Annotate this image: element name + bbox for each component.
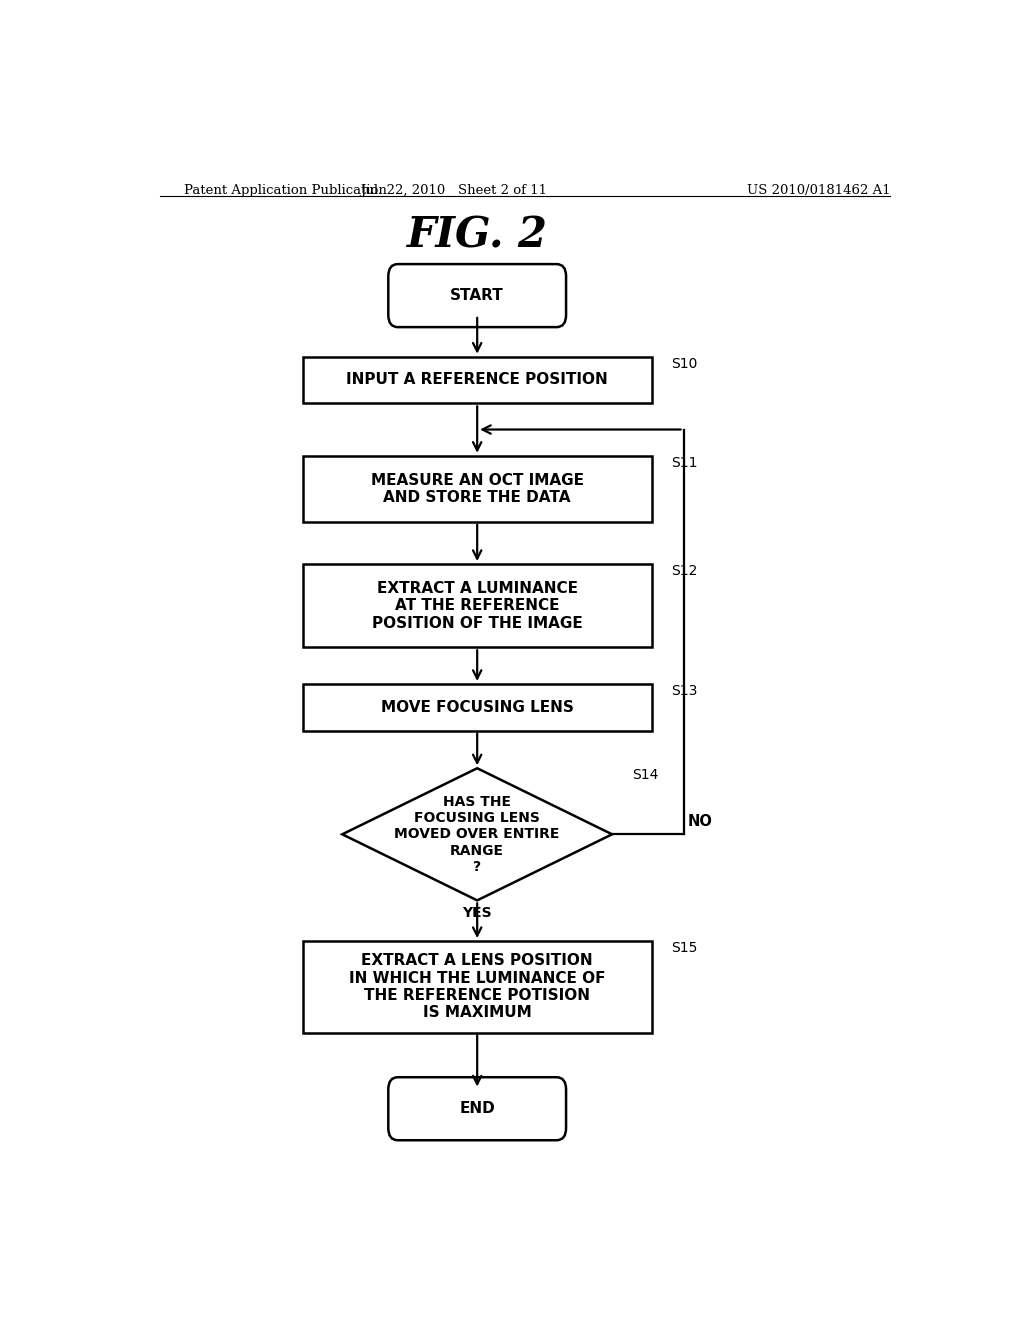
Text: S13: S13 <box>672 684 698 698</box>
FancyBboxPatch shape <box>388 264 566 327</box>
Text: HAS THE
FOCUSING LENS
MOVED OVER ENTIRE
RANGE
?: HAS THE FOCUSING LENS MOVED OVER ENTIRE … <box>394 795 560 874</box>
Bar <box>303 455 652 521</box>
Text: INPUT A REFERENCE POSITION: INPUT A REFERENCE POSITION <box>346 372 608 388</box>
Text: NO: NO <box>687 814 713 829</box>
Text: US 2010/0181462 A1: US 2010/0181462 A1 <box>748 183 891 197</box>
Text: S14: S14 <box>632 768 658 783</box>
Text: MOVE FOCUSING LENS: MOVE FOCUSING LENS <box>381 700 573 714</box>
Bar <box>303 356 652 404</box>
Text: START: START <box>451 288 504 304</box>
Text: EXTRACT A LUMINANCE
AT THE REFERENCE
POSITION OF THE IMAGE: EXTRACT A LUMINANCE AT THE REFERENCE POS… <box>372 581 583 631</box>
Bar <box>303 684 652 731</box>
FancyBboxPatch shape <box>388 1077 566 1140</box>
Bar <box>303 941 652 1032</box>
Bar <box>303 564 652 647</box>
Text: Patent Application Publication: Patent Application Publication <box>183 183 386 197</box>
Text: Jul. 22, 2010   Sheet 2 of 11: Jul. 22, 2010 Sheet 2 of 11 <box>359 183 547 197</box>
Text: YES: YES <box>463 907 492 920</box>
Text: S10: S10 <box>672 356 698 371</box>
Text: MEASURE AN OCT IMAGE
AND STORE THE DATA: MEASURE AN OCT IMAGE AND STORE THE DATA <box>371 473 584 506</box>
Polygon shape <box>342 768 612 900</box>
Text: S11: S11 <box>672 455 698 470</box>
Text: EXTRACT A LENS POSITION
IN WHICH THE LUMINANCE OF
THE REFERENCE POTISION
IS MAXI: EXTRACT A LENS POSITION IN WHICH THE LUM… <box>349 953 605 1020</box>
Text: FIG. 2: FIG. 2 <box>407 214 548 256</box>
Text: END: END <box>460 1101 495 1117</box>
Text: S15: S15 <box>672 941 698 956</box>
Text: S12: S12 <box>672 564 698 578</box>
